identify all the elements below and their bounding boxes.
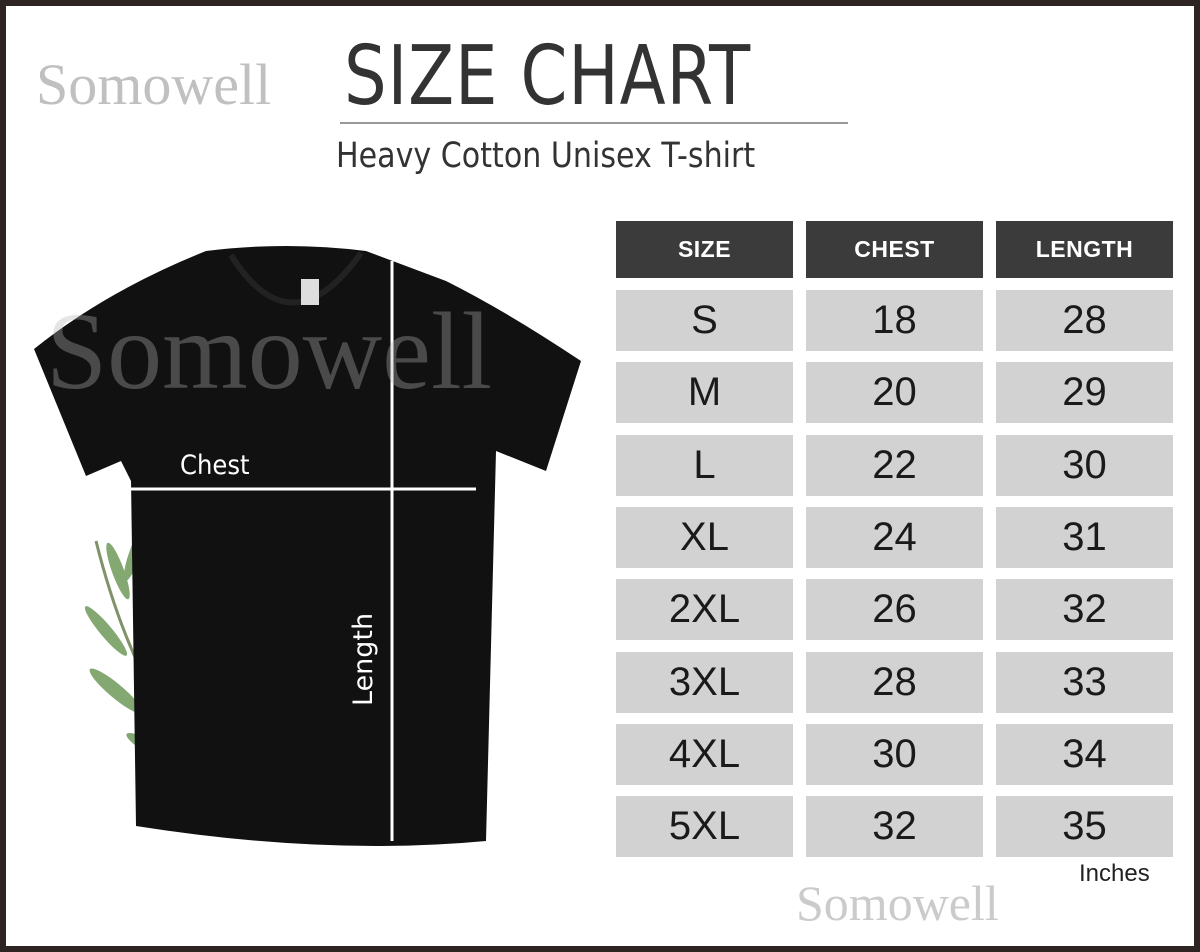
length-cell: 35 xyxy=(996,796,1173,858)
length-cell: 31 xyxy=(996,506,1173,568)
size-cell: 5XL xyxy=(616,796,793,858)
length-cell: 30 xyxy=(996,434,1173,496)
tshirt-body xyxy=(34,246,581,846)
size-cell: 3XL xyxy=(616,651,793,713)
header-length: LENGTH xyxy=(996,221,1173,278)
header-size: SIZE xyxy=(616,221,793,278)
tshirt-image xyxy=(34,246,581,846)
size-cell: XL xyxy=(616,506,793,568)
chest-label: Chest xyxy=(180,450,250,481)
chest-cell: 18 xyxy=(806,290,983,351)
size-cell: L xyxy=(616,434,793,496)
length-cell: 29 xyxy=(996,362,1173,424)
chest-cell: 24 xyxy=(806,506,983,568)
page-subtitle: Heavy Cotton Unisex T-shirt xyxy=(336,136,756,176)
header-chest: CHEST xyxy=(806,221,983,278)
length-cell: 32 xyxy=(996,579,1173,641)
page-title: SIZE CHART xyxy=(344,29,752,124)
watermark-logo: Somowell xyxy=(36,52,272,117)
watermark-bottom: Somowell xyxy=(796,875,999,931)
size-cell: 2XL xyxy=(616,579,793,641)
size-cell: 4XL xyxy=(616,723,793,785)
size-chart-canvas: Somowell SIZE CHART Heavy Cotton Unisex … xyxy=(6,6,1194,946)
length-cell: 28 xyxy=(996,290,1173,351)
units-label: Inches xyxy=(1079,860,1150,887)
chest-cell: 28 xyxy=(806,651,983,713)
size-cell: S xyxy=(616,290,793,351)
watermark-center: Somowell xyxy=(46,290,493,412)
chest-cell: 30 xyxy=(806,723,983,785)
chest-cell: 26 xyxy=(806,579,983,641)
title-divider xyxy=(340,122,848,124)
chest-cell: 22 xyxy=(806,434,983,496)
size-cell: M xyxy=(616,362,793,424)
length-cell: 33 xyxy=(996,651,1173,713)
chest-cell: 32 xyxy=(806,796,983,858)
length-cell: 34 xyxy=(996,723,1173,785)
chest-cell: 20 xyxy=(806,362,983,424)
length-label: Length xyxy=(348,612,379,706)
